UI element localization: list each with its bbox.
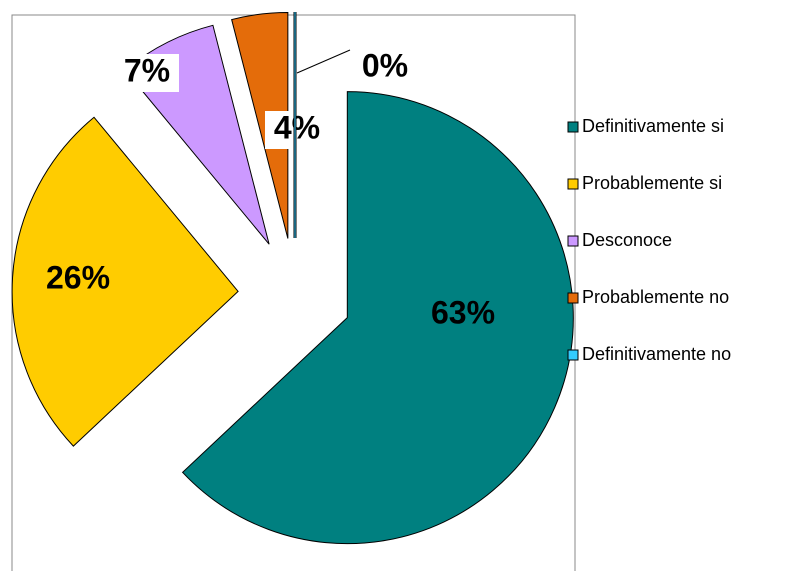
data-label: 4%: [274, 109, 320, 145]
legend-marker: [567, 121, 579, 133]
legend-label: Definitivamente no: [582, 344, 731, 364]
leader-line: [296, 49, 351, 74]
pie-slice: [181, 91, 574, 545]
legend-marker: [567, 235, 579, 247]
label-bg: [115, 54, 179, 92]
legend-label: Probablemente si: [582, 173, 722, 193]
pie-slice: [231, 11, 289, 239]
legend-label: Probablemente no: [582, 287, 729, 307]
data-label: 26%: [46, 259, 110, 295]
legend-label: Definitivamente si: [582, 116, 724, 136]
pie-slice: [11, 116, 239, 447]
legend-label: Desconoce: [582, 230, 672, 250]
label-bg: [265, 111, 329, 149]
data-label: 0%: [362, 47, 408, 83]
legend-marker: [567, 349, 579, 361]
legend-marker: [567, 292, 579, 304]
legend-marker: [567, 178, 579, 190]
data-label: 7%: [124, 52, 170, 88]
data-label: 63%: [431, 294, 495, 330]
